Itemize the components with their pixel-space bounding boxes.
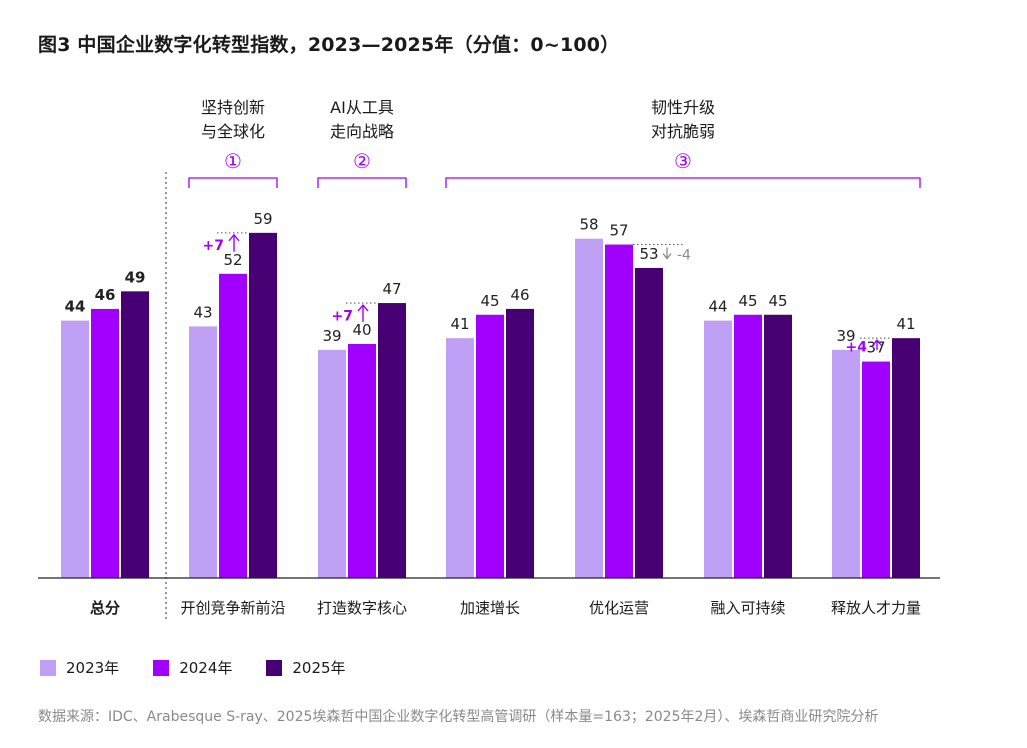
- legend-label-2025: 2025年: [292, 659, 346, 677]
- annotation-arrow-3: [871, 339, 883, 351]
- group-title-line1-0: 坚持创新: [201, 98, 265, 117]
- value-label-1-0: 43: [193, 303, 212, 321]
- value-label-5-1: 45: [738, 292, 757, 310]
- legend-item-2025: 2025年: [266, 657, 346, 678]
- bar-4-0: [575, 238, 603, 578]
- value-label-6-0: 39: [836, 327, 855, 345]
- group-bracket-2: [445, 177, 921, 188]
- group-number-1: ②: [353, 149, 371, 173]
- category-label-6: 释放人才力量: [831, 599, 921, 617]
- bar-1-2: [249, 232, 277, 578]
- annotation-arrow-2: [662, 247, 672, 260]
- category-label-2: 打造数字核心: [317, 599, 407, 617]
- value-label-1-1: 52: [223, 251, 242, 269]
- bar-2-0: [318, 349, 346, 578]
- category-label-0: 总分: [90, 599, 120, 617]
- bar-chart: 44 43 39 41 58 44 39 46 52 40 45 57 45 37 49 59 47 46 53 45…: [38, 98, 940, 622]
- bar-0-1: [91, 308, 119, 578]
- bar-5-1: [734, 314, 762, 578]
- value-label-3-2: 46: [510, 286, 529, 304]
- bar-4-1: [605, 244, 633, 579]
- group-bracket-0: [188, 177, 278, 188]
- value-label-2-1: 40: [352, 321, 371, 339]
- value-label-0-1: 46: [95, 286, 116, 304]
- annotation-arrow-1: [357, 303, 369, 322]
- group-number-0: ①: [224, 149, 242, 173]
- category-label-4: 优化运营: [589, 599, 649, 617]
- group-number-2: ③: [674, 149, 692, 173]
- value-label-4-0: 58: [579, 216, 598, 234]
- bar-6-2: [892, 338, 920, 578]
- value-label-3-0: 41: [450, 315, 469, 333]
- value-label-0-2: 49: [125, 268, 146, 286]
- bar-6-0: [832, 349, 860, 578]
- legend-item-2023: 2023年: [40, 657, 119, 678]
- bar-2-1: [348, 344, 376, 578]
- annotation-label-3: +4: [846, 340, 868, 356]
- legend-item-2024: 2024年: [153, 657, 232, 678]
- value-label-2-0: 39: [322, 327, 341, 345]
- legend-label-2023: 2023年: [66, 659, 120, 677]
- bar-2-2: [378, 303, 406, 578]
- annotation-label-1: +7: [332, 308, 353, 324]
- bar-6-1: [862, 361, 890, 578]
- bar-3-0: [446, 338, 474, 578]
- annotation-label-2: -4: [677, 248, 691, 264]
- bar-0-0: [61, 320, 89, 578]
- value-label-6-2: 41: [896, 315, 915, 333]
- legend-swatch-2024: [153, 659, 170, 676]
- chart-title: 图3 中国企业数字化转型指数，2023—2025年（分值：0~100）: [38, 34, 620, 56]
- value-label-5-0: 44: [708, 298, 727, 316]
- value-label-4-2: 53: [639, 245, 658, 263]
- value-label-2-2: 47: [382, 280, 401, 298]
- bar-1-1: [219, 273, 247, 578]
- group-title-line2-1: 走向战略: [330, 122, 394, 141]
- bar-0-2: [121, 291, 149, 578]
- category-label-5: 融入可持续: [710, 599, 785, 617]
- bar-3-2: [506, 308, 534, 578]
- bar-5-2: [764, 314, 792, 578]
- legend-label-2024: 2024年: [179, 659, 233, 677]
- group-bracket-1: [317, 177, 407, 188]
- annotation-label-0: +7: [203, 238, 224, 254]
- annotation-arrow-0: [228, 233, 240, 252]
- group-title-line2-2: 对抗脆弱: [651, 122, 715, 141]
- legend-swatch-2023: [40, 659, 56, 676]
- bar-4-2: [635, 267, 663, 578]
- value-label-0-0: 44: [65, 298, 86, 316]
- value-label-3-1: 45: [480, 292, 499, 310]
- group-title-line2-0: 与全球化: [201, 122, 265, 141]
- bar-1-0: [189, 326, 217, 578]
- bar-3-1: [476, 314, 504, 578]
- bar-5-0: [704, 320, 732, 578]
- group-title-line1-2: 韧性升级: [651, 98, 715, 117]
- value-label-1-2: 59: [253, 210, 272, 228]
- value-label-5-2: 45: [768, 292, 787, 310]
- group-title-line1-1: AI从工具: [330, 98, 394, 117]
- value-label-4-1: 57: [609, 222, 628, 240]
- value-label-6-1: 37: [866, 339, 885, 357]
- legend-swatch-2025: [266, 659, 283, 676]
- category-label-3: 加速增长: [460, 599, 520, 617]
- category-label-1: 开创竞争新前沿: [180, 599, 285, 617]
- legend: 2023年 2024年 2025年: [40, 657, 346, 678]
- source-note: 数据来源：IDC、Arabesque S-ray、2025埃森哲中国企业数字化转…: [38, 709, 879, 725]
